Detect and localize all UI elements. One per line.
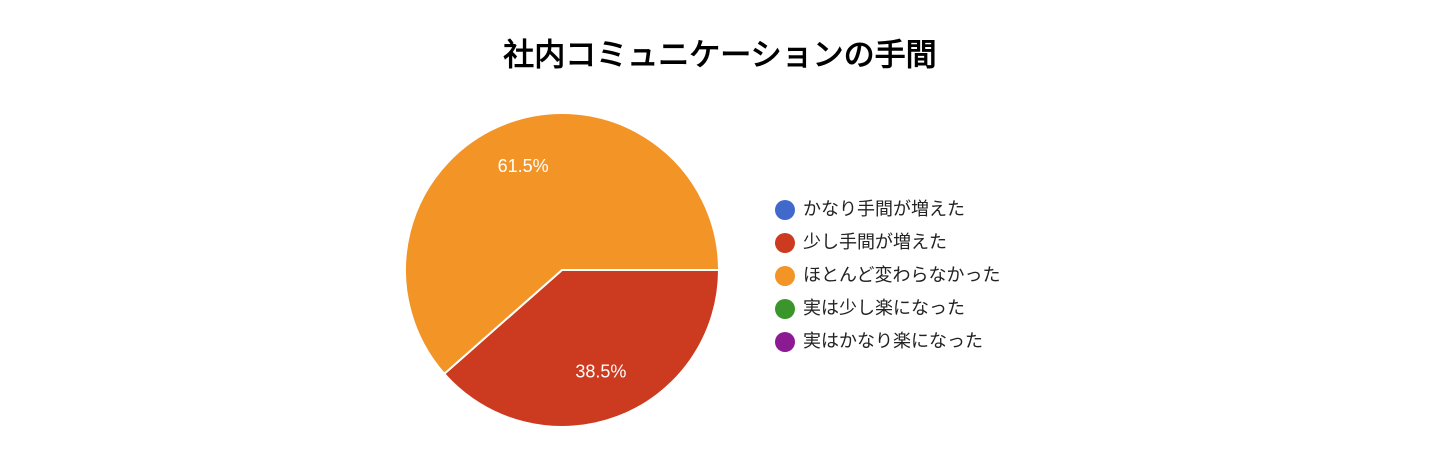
pie-slice — [442, 269, 721, 428]
chart-title: 社内コミュニケーションの手間 — [503, 38, 936, 74]
data-label: 61.5% — [498, 156, 549, 176]
legend-marker — [775, 332, 795, 352]
legend-label: 少し手間が増えた — [803, 232, 947, 253]
legend-marker — [775, 299, 795, 319]
legend-marker — [775, 233, 795, 253]
data-label: 38.5% — [575, 362, 626, 382]
pie-slice — [404, 112, 721, 376]
legend-marker — [775, 266, 795, 286]
legend-marker — [775, 200, 795, 220]
legend-label: 実はかなり楽になった — [803, 331, 983, 352]
legend-label: 実は少し楽になった — [803, 298, 965, 319]
legend-label: ほとんど変わらなかった — [803, 265, 1000, 286]
legend-label: かなり手間が増えた — [803, 199, 965, 220]
